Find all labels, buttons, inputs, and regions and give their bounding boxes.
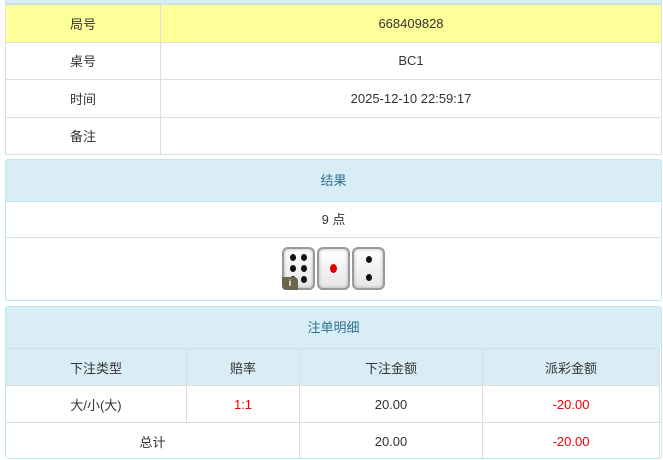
pip-icon — [301, 254, 307, 261]
top-border — [5, 0, 662, 4]
row-time: 时间 2025-12-10 22:59:17 — [5, 79, 662, 118]
result-panel: 结果 9 点 i — [5, 159, 662, 301]
die-six-icon: i — [282, 247, 315, 290]
header-row: 下注类型 赔率 下注金额 派彩金额 — [6, 348, 660, 386]
bet-amount: 20.00 — [299, 385, 483, 423]
die-one-icon — [317, 247, 350, 290]
label: 备注 — [5, 116, 161, 155]
info-badge-icon[interactable]: i — [282, 277, 298, 290]
bet-details-panel: 注单明细 下注类型 赔率 下注金额 派彩金额 大/小(大) 1:1 20.00 … — [5, 306, 662, 459]
pip-icon — [330, 264, 337, 273]
col-bet-type: 下注类型 — [6, 348, 187, 386]
label: 时间 — [5, 79, 161, 118]
pip-icon — [366, 274, 372, 281]
pip-icon — [301, 265, 307, 272]
value: 2025-12-10 22:59:17 — [160, 79, 662, 118]
col-bet-amount: 下注金额 — [299, 348, 483, 386]
label: 桌号 — [5, 41, 161, 80]
row-remark: 备注 — [5, 116, 662, 155]
pip-icon — [301, 276, 307, 283]
pip-icon — [366, 256, 372, 263]
dice-row: i — [6, 238, 661, 290]
value: BC1 — [160, 41, 662, 80]
row-round-id: 局号 668409828 — [5, 4, 662, 43]
value — [160, 116, 662, 155]
bet-details-table: 下注类型 赔率 下注金额 派彩金额 大/小(大) 1:1 20.00 -20.0… — [6, 348, 660, 458]
value: 668409828 — [160, 4, 662, 43]
result-points: 9 点 — [6, 202, 661, 238]
round-info-table: 局号 668409828 桌号 BC1 时间 2025-12-10 22:59:17 … — [5, 4, 662, 155]
label: 局号 — [5, 4, 161, 43]
die-two-icon — [352, 247, 385, 290]
bet-type: 大/小(大) — [6, 385, 187, 423]
table-row: 大/小(大) 1:1 20.00 -20.00 — [6, 385, 660, 423]
col-odds: 赔率 — [186, 348, 300, 386]
total-payout: -20.00 — [482, 422, 660, 458]
odds: 1:1 — [186, 385, 300, 423]
total-label: 总计 — [6, 422, 300, 458]
bet-details-title: 注单明细 — [6, 307, 661, 348]
payout: -20.00 — [482, 385, 660, 423]
pip-icon — [290, 254, 296, 261]
col-payout: 派彩金额 — [482, 348, 660, 386]
pip-icon — [290, 265, 296, 272]
total-row: 总计 20.00 -20.00 — [6, 422, 660, 458]
row-table-id: 桌号 BC1 — [5, 41, 662, 80]
total-amount: 20.00 — [299, 422, 483, 458]
result-title: 结果 — [6, 160, 661, 202]
